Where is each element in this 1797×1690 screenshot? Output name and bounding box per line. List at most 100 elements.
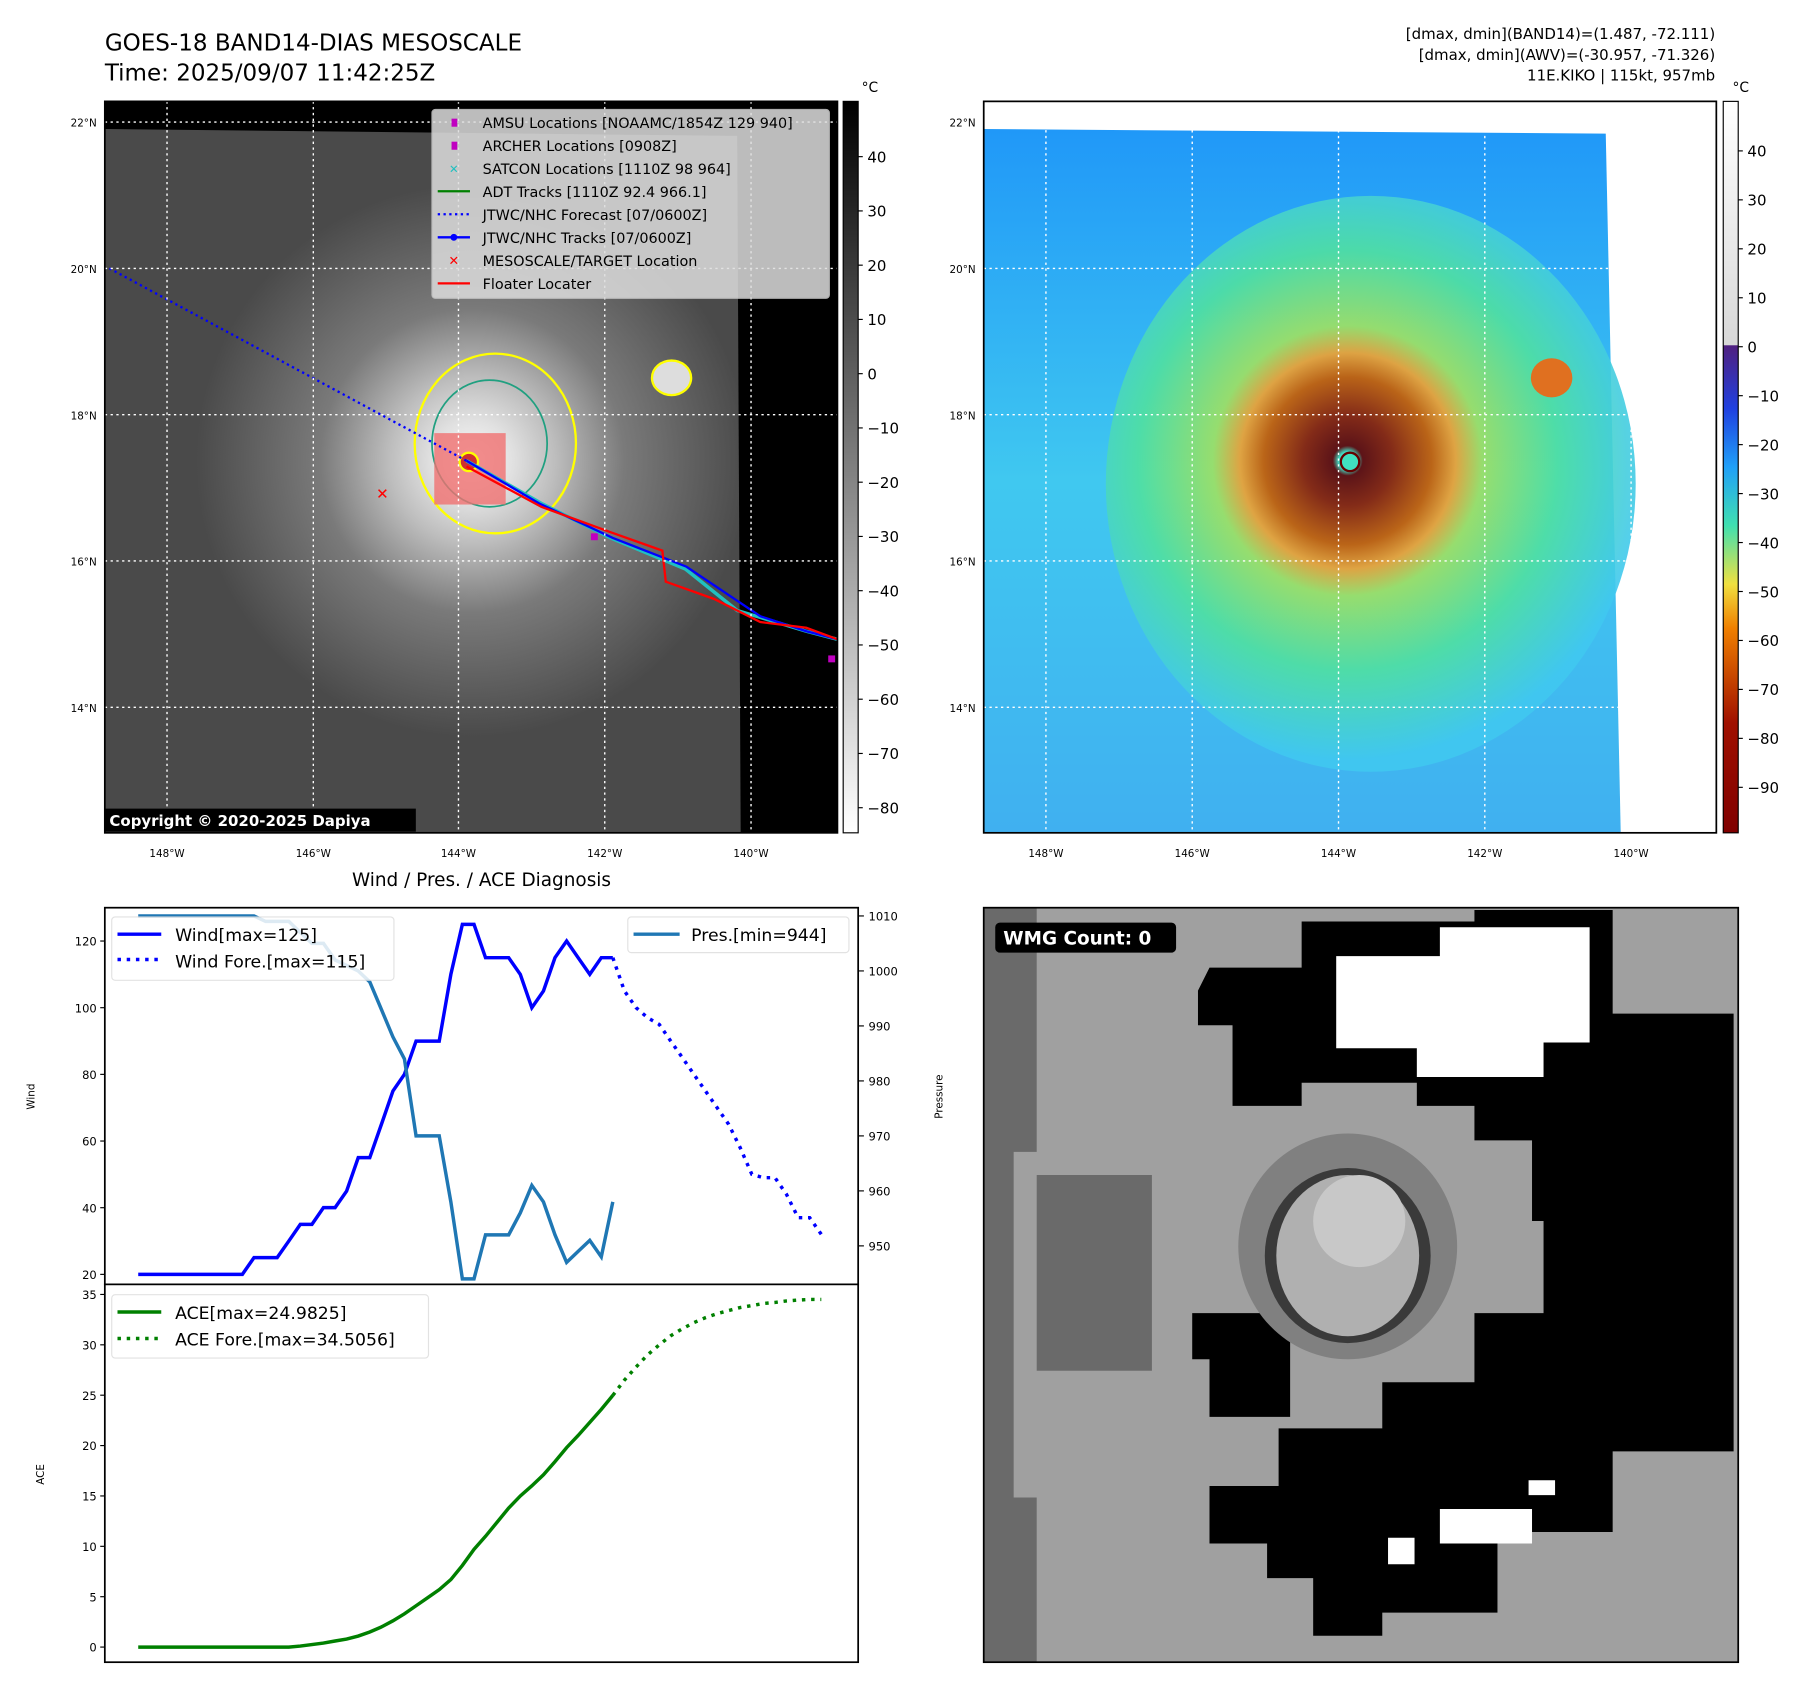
square-marker-icon [451, 141, 458, 150]
target-location-marker: ✕ [376, 485, 389, 503]
y-tick-label: 15 [82, 1490, 97, 1504]
graticule [983, 101, 1717, 833]
stats-band14: [dmax, dmin](BAND14)=(1.487, -72.111) [1406, 25, 1715, 43]
y-tick-label: 10 [82, 1540, 97, 1554]
awv-map-panel[interactable] [982, 100, 1718, 834]
y-tick-label: 40 [82, 1201, 97, 1215]
svg-text:18°N: 18°N [71, 410, 97, 422]
square-marker-icon [451, 118, 458, 127]
wmg-black-region [1197, 910, 1734, 1636]
colorbar-tick-label: −60 [1747, 632, 1779, 650]
svg-text:144°W: 144°W [1321, 848, 1356, 860]
storm-info: 11E.KIKO | 115kt, 957mb [1527, 67, 1715, 85]
series-wind-fore [611, 957, 823, 1236]
svg-text:14°N: 14°N [71, 703, 97, 715]
colorbar-tick-label: 0 [867, 365, 877, 383]
colorbar-tick-label: −60 [867, 691, 899, 709]
svg-text:°C: °C [862, 80, 879, 96]
y2-tick-label: 960 [869, 1184, 891, 1198]
legend-amsu: AMSU Locations [NOAAMC/1854Z 129 940] [483, 116, 793, 132]
legend-floater: Floater Locater [483, 277, 592, 293]
y-tick-label: 25 [82, 1389, 97, 1403]
ace-axis-label: ACE [35, 1464, 47, 1485]
archer-marker [828, 655, 836, 663]
ir-map-panel[interactable]: ✕ ✕ ✕ AMSU Locations [NOAAMC/1854Z 129 9… [103, 100, 839, 834]
series-ace [138, 1394, 615, 1649]
y2-tick-label: 990 [869, 1020, 891, 1034]
wmg-count: WMG Count: 0 [1003, 929, 1151, 950]
series-ace-fore [611, 1297, 822, 1397]
svg-text:144°W: 144°W [441, 848, 476, 860]
legend-adt: ADT Tracks [1110Z 92.4 966.1] [483, 185, 707, 201]
legend-forecast: JTWC/NHC Forecast [07/0600Z] [482, 208, 707, 224]
y-tick-label: 20 [82, 1268, 97, 1282]
y-tick-label: 60 [82, 1135, 97, 1149]
x-marker-icon: ✕ [449, 162, 459, 176]
y-tick-label: 5 [89, 1590, 96, 1604]
svg-text:146°W: 146°W [1175, 848, 1210, 860]
colorbar-tick-label: −70 [1747, 681, 1779, 699]
legend-pressure: Pres.[min=944] [691, 926, 826, 946]
storm-eye [1339, 451, 1361, 473]
svg-text:20°N: 20°N [71, 264, 97, 276]
colorbar-tick-label: −80 [867, 799, 899, 817]
y-tick-label: 20 [82, 1439, 97, 1453]
svg-text:142°W: 142°W [587, 848, 622, 860]
svg-text:148°W: 148°W [1028, 848, 1063, 860]
colorbar-tick-label: −30 [1747, 485, 1779, 503]
legend-archer: ARCHER Locations [0908Z] [483, 139, 677, 155]
svg-text:22°N: 22°N [71, 118, 97, 130]
colorbar-tick-label: −90 [1747, 779, 1779, 797]
wmg-panel[interactable]: WMG Count: 0 [982, 906, 1740, 1664]
svg-text:18°N: 18°N [950, 410, 976, 422]
y-tick-label: 0 [89, 1641, 96, 1655]
figure-time: Time: 2025/09/07 11:42:25Z [104, 61, 436, 87]
left-colorbar: °C 40 30 20 10 0 −10 −20 −30 −40 −50 −60 −70 −80 [842, 80, 899, 834]
x-marker-icon: ✕ [449, 253, 460, 268]
svg-text:°C: °C [1732, 80, 1749, 96]
wmg-white-region [1336, 927, 1590, 1078]
svg-text:22°N: 22°N [950, 118, 976, 130]
wind-legend: Wind[max=125] Wind Fore.[max=115] [111, 916, 395, 981]
copyright-badge [104, 808, 416, 832]
y-tick-label: 35 [82, 1288, 97, 1302]
pressure-axis-label: Pressure [933, 1074, 945, 1118]
colorbar-tick-label: 30 [867, 203, 886, 221]
legend-target: MESOSCALE/TARGET Location [483, 254, 698, 270]
right-colorbar: °C 40 30 20 10 0 −10 −20 −30 −40 −50 −60 −70 −80 −90 [1722, 80, 1779, 834]
svg-text:16°N: 16°N [71, 557, 97, 569]
legend-ace-forecast: ACE Fore.[max=34.5056] [175, 1330, 395, 1350]
colorbar-tick-label: 0 [1747, 338, 1757, 356]
svg-text:142°W: 142°W [1467, 848, 1502, 860]
right-map-axes: 22°N 20°N 18°N 16°N 14°N 148°W 146°W 144… [950, 118, 1649, 860]
svg-text:140°W: 140°W [733, 848, 768, 860]
jtwc-track [465, 459, 838, 641]
y-tick-label: 100 [75, 1001, 97, 1015]
colorbar-tick-label: −10 [867, 420, 899, 438]
y-tick-label: 120 [75, 935, 97, 949]
colorbar-tick-label: −70 [867, 745, 899, 763]
svg-text:16°N: 16°N [950, 557, 976, 569]
colorbar-tick-label: 40 [1747, 143, 1766, 161]
legend-wind: Wind[max=125] [175, 926, 317, 946]
storm-colored [1105, 195, 1636, 772]
y2-tick-label: 970 [869, 1130, 891, 1144]
colorbar-tick-label: 10 [867, 311, 886, 329]
colorbar-tick-label: −20 [1747, 436, 1779, 454]
contour-teal [431, 379, 549, 508]
pressure-legend: Pres.[min=944] [627, 916, 850, 954]
wmg-count-badge [995, 922, 1177, 953]
forecast-track [108, 267, 468, 462]
left-map-axes: 22°N 20°N 18°N 16°N 14°N 148°W 146°W 144… [71, 118, 769, 860]
svg-text:14°N: 14°N [950, 703, 976, 715]
svg-text:140°W: 140°W [1613, 848, 1648, 860]
colorbar-tick-label: −10 [1747, 387, 1779, 405]
colorbar-tick-label: −40 [1747, 534, 1779, 552]
colorbar-tick-label: −30 [867, 528, 899, 546]
ace-legend: ACE[max=24.9825] ACE Fore.[max=34.5056] [111, 1294, 430, 1359]
svg-text:20°N: 20°N [950, 264, 976, 276]
colorbar-tick-label: 40 [867, 148, 886, 166]
y2-tick-label: 1000 [869, 965, 898, 979]
colorbar-tick-label: −50 [867, 637, 899, 655]
